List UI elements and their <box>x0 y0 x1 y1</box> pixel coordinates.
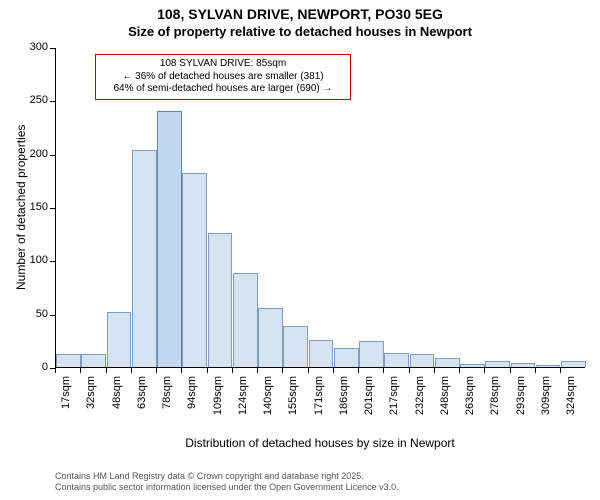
footer-attribution: Contains HM Land Registry data © Crown c… <box>55 471 399 494</box>
y-tick-mark <box>50 368 55 369</box>
y-tick-mark <box>50 208 55 209</box>
x-tick-label: 94sqm <box>186 376 198 431</box>
x-tick-mark <box>510 368 511 373</box>
x-tick-label: 155sqm <box>287 376 299 431</box>
bar <box>536 365 561 367</box>
bar <box>258 308 283 367</box>
y-tick-label: 0 <box>20 361 48 373</box>
x-tick-label: 78sqm <box>161 376 173 431</box>
bar <box>56 354 81 367</box>
x-tick-mark <box>560 368 561 373</box>
x-tick-label: 63sqm <box>136 376 148 431</box>
footer-line-2: Contains public sector information licen… <box>55 482 399 494</box>
y-tick-label: 150 <box>20 201 48 213</box>
bar <box>435 358 460 367</box>
x-tick-mark <box>333 368 334 373</box>
x-tick-label: 109sqm <box>212 376 224 431</box>
x-tick-mark <box>156 368 157 373</box>
y-tick-label: 100 <box>20 254 48 266</box>
y-tick-mark <box>50 315 55 316</box>
y-tick-label: 300 <box>20 41 48 53</box>
bar <box>81 354 106 367</box>
y-tick-mark <box>50 48 55 49</box>
x-tick-label: 140sqm <box>262 376 274 431</box>
annotation-line-2: ← 36% of detached houses are smaller (38… <box>102 71 344 84</box>
x-tick-label: 248sqm <box>439 376 451 431</box>
x-tick-label: 48sqm <box>111 376 123 431</box>
chart-subtitle: Size of property relative to detached ho… <box>0 24 600 39</box>
x-tick-mark <box>181 368 182 373</box>
bar <box>561 361 586 367</box>
bar <box>107 312 132 367</box>
bar <box>359 341 384 367</box>
bar <box>460 364 485 367</box>
annotation-line-3: 64% of semi-detached houses are larger (… <box>102 83 344 96</box>
annotation-line-1: 108 SYLVAN DRIVE: 85sqm <box>102 58 344 71</box>
x-axis-label: Distribution of detached houses by size … <box>55 436 585 450</box>
x-tick-mark <box>459 368 460 373</box>
x-tick-label: 309sqm <box>540 376 552 431</box>
x-tick-mark <box>257 368 258 373</box>
x-tick-mark <box>434 368 435 373</box>
x-tick-label: 278sqm <box>489 376 501 431</box>
footer-line-1: Contains HM Land Registry data © Crown c… <box>55 471 399 483</box>
bar <box>334 348 359 367</box>
bar <box>485 361 510 367</box>
annotation-box: 108 SYLVAN DRIVE: 85sqm ← 36% of detache… <box>95 54 351 100</box>
bar <box>384 353 409 367</box>
x-tick-mark <box>232 368 233 373</box>
bar <box>511 363 536 367</box>
x-tick-mark <box>409 368 410 373</box>
bar <box>309 340 334 367</box>
x-tick-label: 171sqm <box>313 376 325 431</box>
x-tick-mark <box>484 368 485 373</box>
x-tick-mark <box>358 368 359 373</box>
x-tick-label: 32sqm <box>85 376 97 431</box>
x-tick-mark <box>308 368 309 373</box>
x-tick-mark <box>131 368 132 373</box>
y-tick-mark <box>50 261 55 262</box>
x-tick-mark <box>535 368 536 373</box>
bar <box>132 150 157 367</box>
x-tick-mark <box>55 368 56 373</box>
y-tick-label: 50 <box>20 308 48 320</box>
chart-title: 108, SYLVAN DRIVE, NEWPORT, PO30 5EG <box>0 6 600 22</box>
y-tick-mark <box>50 101 55 102</box>
x-tick-mark <box>282 368 283 373</box>
x-tick-label: 217sqm <box>388 376 400 431</box>
x-tick-label: 293sqm <box>515 376 527 431</box>
x-tick-mark <box>383 368 384 373</box>
x-tick-mark <box>80 368 81 373</box>
bar <box>208 233 233 367</box>
x-tick-label: 263sqm <box>464 376 476 431</box>
x-tick-label: 201sqm <box>363 376 375 431</box>
x-tick-mark <box>207 368 208 373</box>
x-tick-mark <box>106 368 107 373</box>
x-tick-label: 124sqm <box>237 376 249 431</box>
x-tick-label: 186sqm <box>338 376 350 431</box>
chart-container: 108, SYLVAN DRIVE, NEWPORT, PO30 5EG Siz… <box>0 0 600 500</box>
bar <box>410 354 435 367</box>
x-tick-label: 232sqm <box>414 376 426 431</box>
bar <box>283 326 308 367</box>
y-tick-mark <box>50 155 55 156</box>
x-tick-label: 324sqm <box>565 376 577 431</box>
bar-highlighted <box>157 111 182 367</box>
bar <box>182 173 207 367</box>
y-tick-label: 250 <box>20 94 48 106</box>
y-tick-label: 200 <box>20 148 48 160</box>
x-tick-label: 17sqm <box>60 376 72 431</box>
bar <box>233 273 258 367</box>
